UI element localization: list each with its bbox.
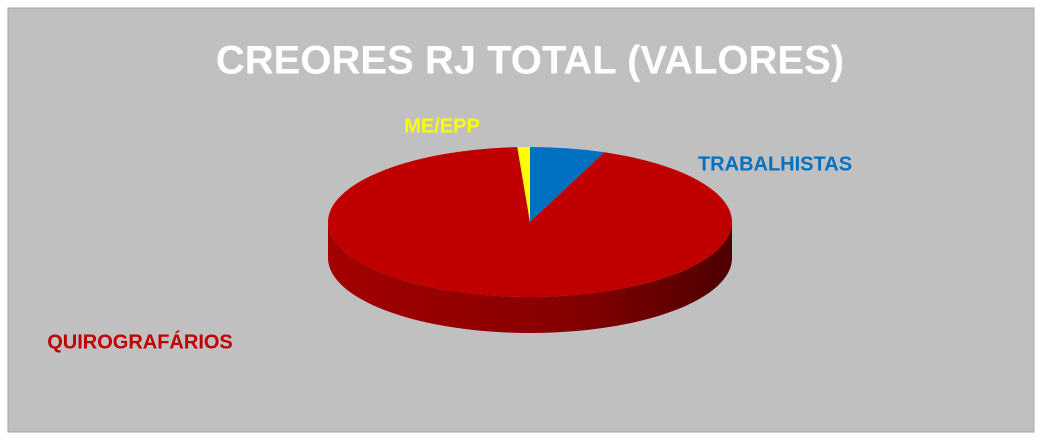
pie-side-shade [328,222,732,333]
slice-label: TRABALHISTAS [698,153,852,175]
pie-slice [327,147,732,297]
slice-label: ME/EPP [404,115,480,137]
pie-slice [517,147,530,222]
pie-slice [530,147,605,222]
slice-label: QUIROGRAFÁRIOS [47,330,233,353]
chart-title: CREORES RJ TOTAL (VALORES) [216,39,844,83]
